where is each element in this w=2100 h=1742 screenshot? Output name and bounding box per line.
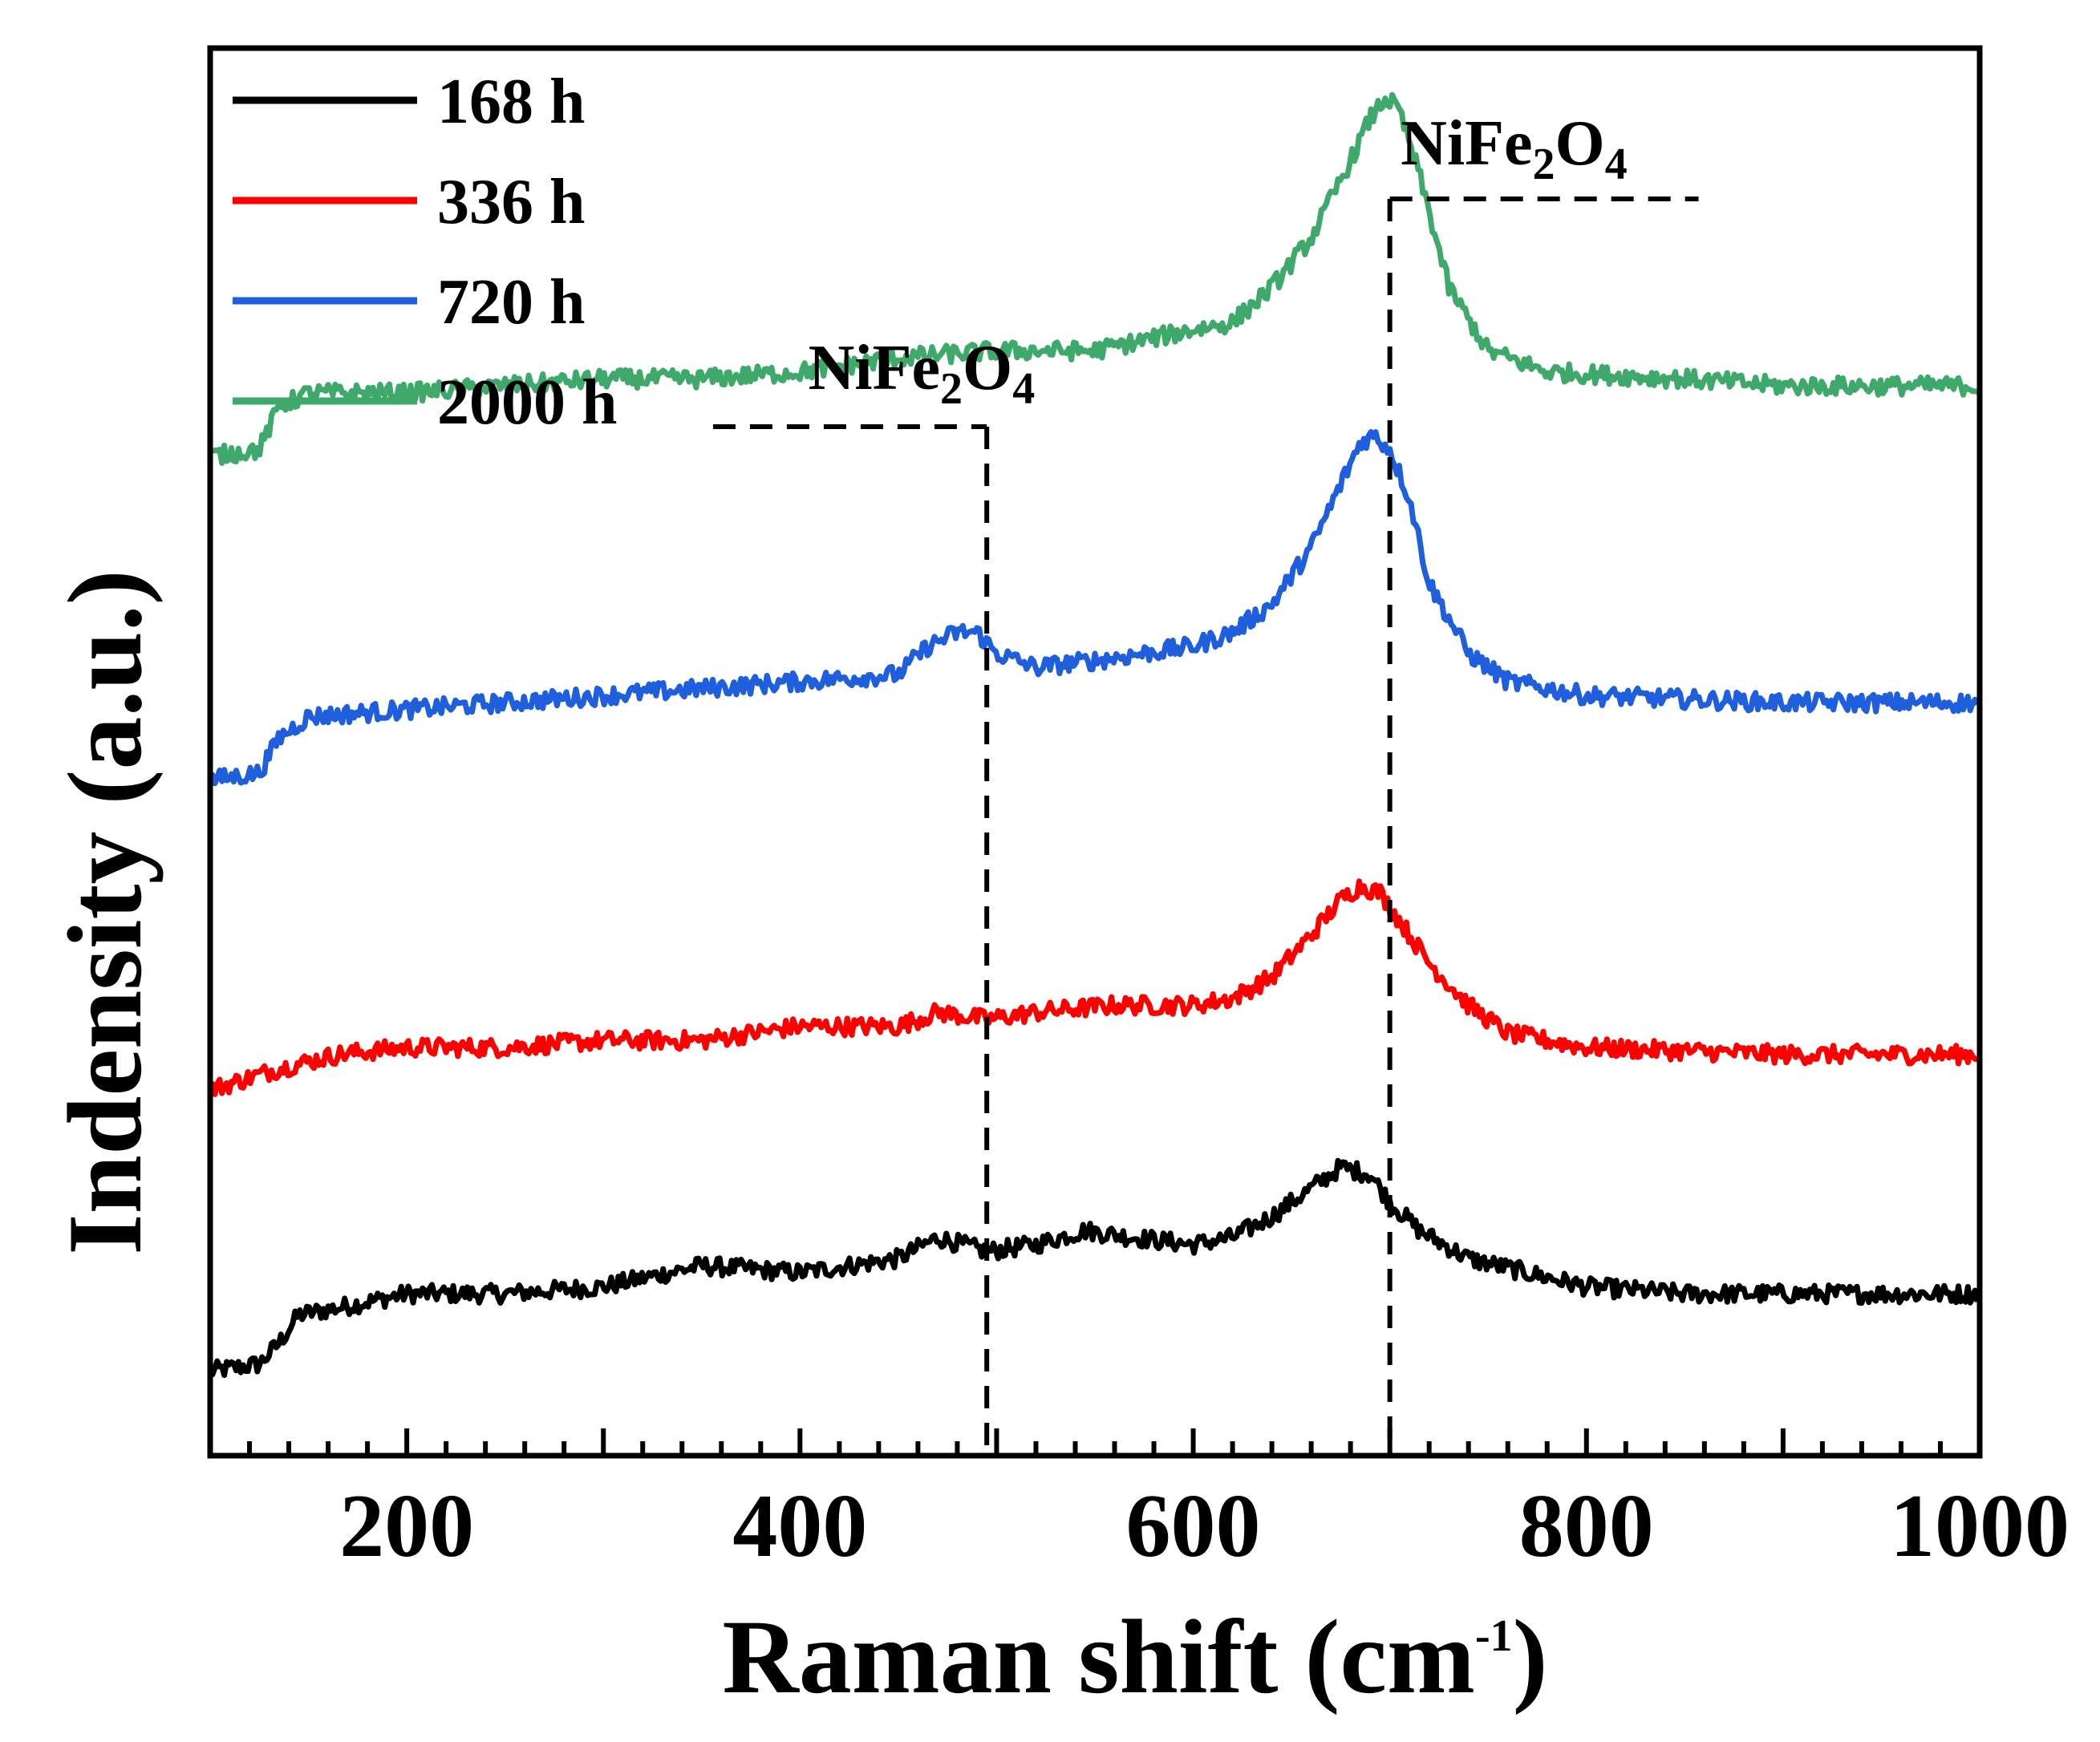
legend: 168 h 336 h 720 h 2000 h [233, 67, 618, 438]
x-tick-label: 800 [1519, 1477, 1654, 1576]
x-tick-label: 600 [1126, 1477, 1261, 1576]
annotation-label: NiFe2O4 [809, 333, 1036, 414]
series-line-2000-h [209, 91, 1978, 466]
legend-label: 336 h [437, 167, 586, 237]
annotation-layer: NiFe2O4 NiFe2O4 [712, 108, 1699, 1456]
legend-label: 720 h [437, 267, 586, 338]
plot-frame [207, 45, 1983, 1459]
series-line-168-h [207, 1157, 1980, 1379]
series-layer [207, 91, 1980, 1379]
series-line-720-h [207, 429, 1980, 787]
legend-label: 2000 h [437, 367, 618, 438]
legend-label: 168 h [437, 67, 586, 137]
x-axis-title-sup: -1 [1475, 1611, 1513, 1661]
x-tick-label: 200 [339, 1477, 474, 1576]
series-line-336-h [207, 878, 1979, 1097]
tick-layer: 200 400 600 800 1000 [247, 1428, 2070, 1576]
y-axis-title: Indensity (a.u.) [46, 569, 164, 1255]
annotation-label: NiFe2O4 [1401, 108, 1628, 189]
x-tick-label: 1000 [1890, 1477, 2070, 1576]
x-axis-title-close: ) [1513, 1598, 1548, 1716]
x-tick-label: 400 [732, 1477, 867, 1576]
x-axis-title-main: Raman shift (cm [722, 1598, 1475, 1716]
x-axis-title: Raman shift (cm-1) [722, 1598, 1547, 1716]
